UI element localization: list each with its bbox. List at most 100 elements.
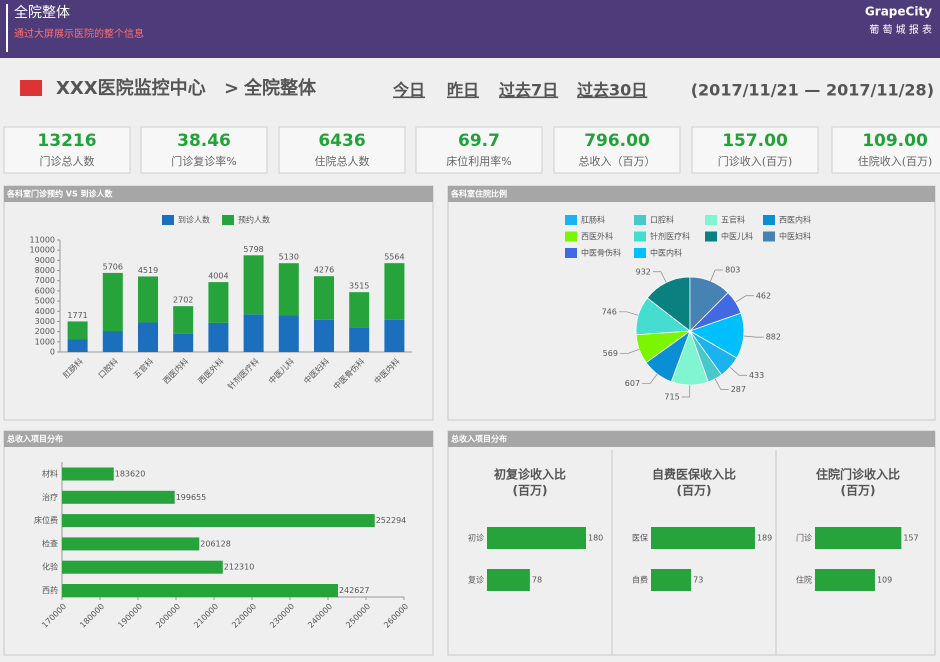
bar	[62, 514, 375, 528]
leader-line	[710, 269, 724, 282]
legend-swatch	[763, 215, 775, 225]
kpi-value: 109.00	[862, 131, 928, 151]
bar-segment	[384, 319, 405, 352]
legend-swatch	[565, 248, 577, 258]
value-label: 4519	[138, 266, 158, 275]
legend-label: 针剂医疗科	[650, 231, 690, 241]
legend-label: 口腔科	[650, 215, 674, 225]
bar-segment	[173, 333, 194, 352]
value-label: 5564	[384, 253, 404, 262]
nav-link[interactable]: 今日	[392, 81, 425, 100]
panel-title: 总收入项目分布	[7, 434, 63, 444]
legend-swatch	[705, 215, 717, 225]
value-label: 3515	[349, 282, 369, 291]
legend-label: 西医内科	[779, 215, 811, 225]
leader-line	[681, 384, 691, 398]
y-tick-label: 治疗	[42, 492, 58, 502]
bar-segment	[314, 319, 334, 352]
legend-swatch	[634, 248, 646, 258]
y-tick-label: 6000	[35, 286, 55, 295]
kpi-card	[278, 126, 406, 174]
bar-segment	[243, 314, 264, 352]
brand: GrapeCity	[865, 5, 932, 19]
value-label: 462	[756, 291, 771, 300]
panel-header	[448, 431, 935, 447]
y-tick-label: 8000	[35, 266, 55, 275]
y-tick-label: 西药	[42, 585, 58, 595]
bar-segment	[138, 276, 158, 323]
kpi-label: 门诊总人数	[40, 154, 95, 168]
kpi-card	[691, 126, 819, 174]
header-subtitle: 通过大屏展示医院的整个信息	[14, 27, 144, 40]
leader-line	[729, 366, 747, 376]
bar-segment	[243, 255, 264, 315]
value-label: 73	[693, 576, 703, 585]
header-bar	[0, 0, 940, 58]
value-label: 109	[877, 576, 892, 585]
y-tick-label: 11000	[30, 236, 55, 245]
value-label: 157	[903, 534, 918, 543]
leader-line	[619, 349, 640, 354]
bar	[62, 490, 175, 504]
breadcrumb-root[interactable]: XXX医院监控中心	[56, 77, 206, 99]
legend-label: 中医骨伤科	[581, 248, 621, 258]
y-tick-label: 10000	[30, 246, 55, 255]
panel-header	[4, 431, 433, 447]
value-label: 242627	[339, 586, 370, 595]
category-label: 门诊	[796, 533, 812, 543]
value-label: 607	[625, 379, 640, 388]
kpi-card	[553, 126, 681, 174]
kpi-card	[3, 126, 131, 174]
bar	[62, 467, 114, 481]
chart-subtitle: (百万)	[677, 484, 712, 498]
value-label: 287	[731, 385, 746, 394]
leader-line	[735, 295, 754, 303]
value-label: 189	[757, 534, 772, 543]
value-label: 199655	[176, 493, 207, 502]
value-label: 2702	[173, 296, 193, 305]
value-label: 180	[588, 534, 603, 543]
legend-swatch	[705, 231, 717, 242]
value-label: 5798	[243, 245, 263, 254]
bar-segment	[138, 322, 158, 352]
kpi-label: 床位利用率%	[446, 154, 511, 168]
leader-line	[714, 378, 729, 390]
nav-link[interactable]: 昨日	[447, 81, 479, 100]
kpi-label: 门诊收入(百万)	[718, 154, 793, 168]
nav-link[interactable]: 过去30日	[577, 81, 647, 100]
chart-title: 住院门诊收入比	[816, 467, 900, 482]
category-label: 医保	[632, 533, 648, 543]
bar-segment	[208, 282, 229, 323]
y-tick-label: 2000	[35, 327, 55, 336]
y-tick-label: 9000	[35, 256, 55, 265]
breadcrumb-separator: >	[224, 78, 239, 99]
bar	[62, 537, 200, 551]
pie-slice	[646, 276, 691, 332]
bar-segment	[102, 272, 123, 332]
kpi-value: 13216	[37, 131, 96, 151]
nav-link[interactable]: 过去7日	[499, 81, 558, 100]
value-label: 206128	[200, 539, 231, 548]
bar	[62, 560, 223, 574]
panel-title: 各科室住院比例	[450, 189, 507, 199]
y-tick-label: 3000	[35, 317, 55, 326]
y-tick-label: 检查	[42, 538, 58, 548]
kpi-card	[140, 126, 268, 174]
leader-line	[642, 373, 658, 384]
category-label: 复诊	[468, 575, 484, 585]
value-label: 715	[664, 392, 679, 401]
value-label: 803	[725, 265, 740, 274]
kpi-label: 总收入（百万）	[579, 154, 656, 168]
value-label: 746	[602, 307, 617, 316]
legend-label: 到诊人数	[178, 215, 210, 225]
bar-segment	[173, 306, 194, 334]
kpi-value: 796.00	[584, 131, 650, 151]
legend-swatch	[634, 215, 646, 225]
y-tick-label: 4000	[35, 307, 55, 316]
kpi-card	[831, 126, 940, 174]
value-label: 212310	[224, 563, 255, 572]
bar	[815, 527, 902, 549]
legend-swatch	[565, 215, 577, 225]
legend-label: 中医内科	[650, 248, 682, 258]
